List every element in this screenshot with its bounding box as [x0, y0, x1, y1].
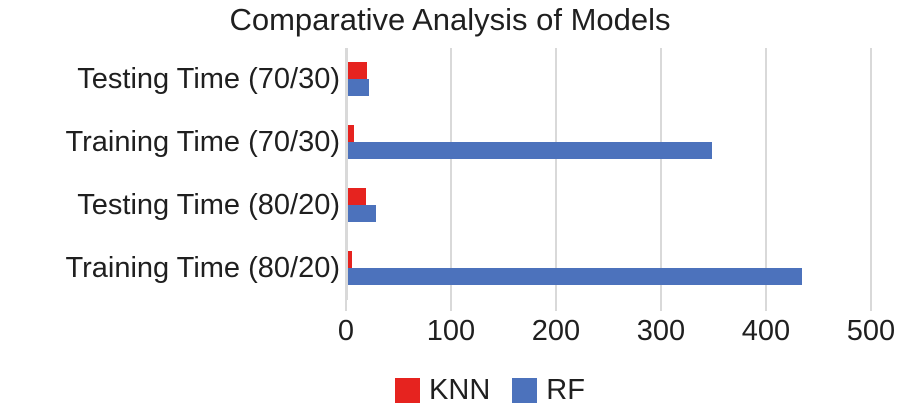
bar-rf-3: [348, 205, 377, 222]
x-axis-tick-label: 300: [636, 315, 686, 347]
x-axis-tick-0: [345, 300, 347, 311]
legend: KNN RF: [0, 372, 900, 408]
bar-knn-3: [348, 188, 366, 205]
x-axis-tick-label: 0: [337, 315, 355, 347]
category-label: Training Time (70/30): [65, 126, 340, 158]
x-axis-tick-400: [765, 300, 767, 311]
legend-swatch-rf: [512, 377, 538, 403]
category-label: Testing Time (70/30): [77, 63, 340, 95]
chart-title: Comparative Analysis of Models: [229, 2, 671, 37]
x-axis-tick-300: [660, 300, 662, 311]
bar-rf-4: [348, 268, 802, 285]
bar-knn-1: [348, 62, 367, 79]
bar-rf-1: [348, 79, 369, 96]
legend-item-rf: RF: [512, 374, 585, 407]
bar-knn-2: [348, 125, 355, 142]
bar-rf-2: [348, 142, 713, 159]
legend-label-knn: KNN: [429, 373, 491, 406]
x-axis-tick-500: [870, 300, 872, 311]
category-label: Training Time (80/20): [65, 252, 340, 284]
x-axis-tick-label: 500: [846, 315, 896, 347]
x-axis-tick-100: [450, 300, 452, 311]
legend-label-rf: RF: [546, 373, 585, 406]
bar-knn-4: [348, 251, 353, 268]
gridline-400: [765, 48, 767, 300]
x-axis-tick-label: 200: [531, 315, 581, 347]
x-axis-tick-label: 100: [426, 315, 476, 347]
gridline-0: [345, 48, 348, 300]
x-axis-tick-200: [555, 300, 557, 311]
gridline-100: [450, 48, 452, 300]
category-label: Testing Time (80/20): [77, 189, 340, 221]
x-axis-tick-label: 400: [741, 315, 791, 347]
legend-swatch-knn: [395, 377, 421, 403]
gridline-200: [555, 48, 557, 300]
gridline-500: [870, 48, 872, 300]
legend-item-knn: KNN: [395, 374, 490, 407]
gridline-300: [660, 48, 662, 300]
